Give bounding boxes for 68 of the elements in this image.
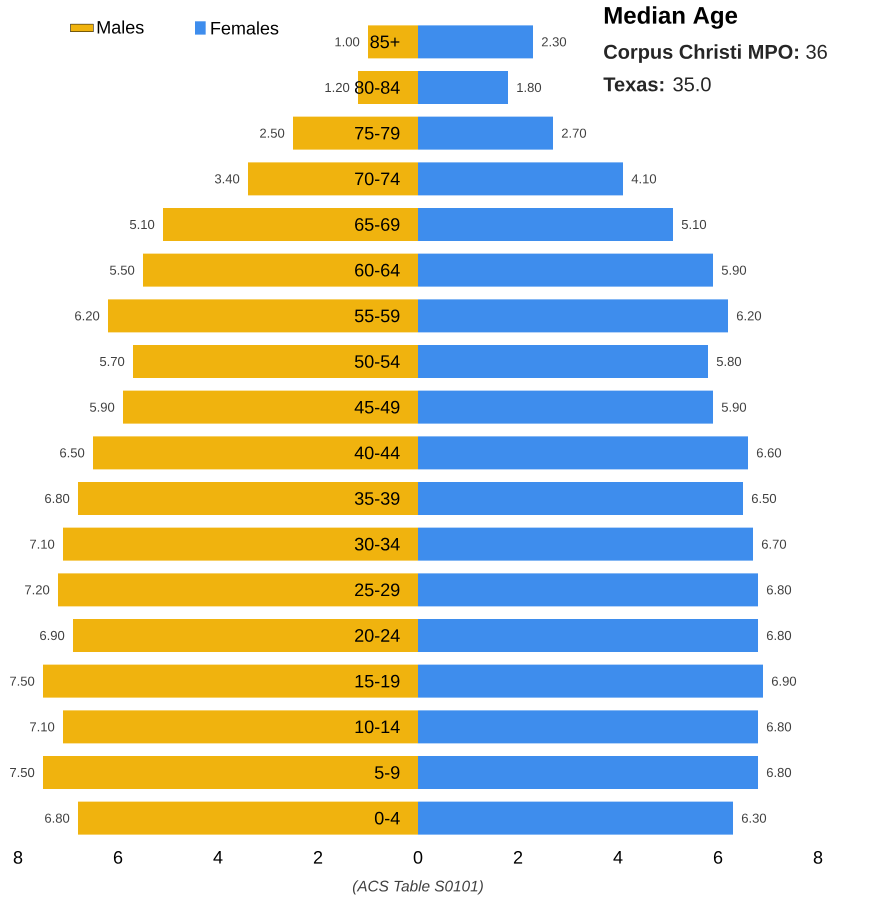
y-tick-label: 55-59 [354,309,400,322]
data-label: 1.00 [335,37,360,46]
x-tick-label: 6 [714,851,722,864]
y-tick-label: 50-54 [354,355,400,368]
data-label: 6.50 [60,448,84,458]
y-tick-label: 40-44 [354,446,400,460]
y-tick-label: 65-69 [355,218,400,231]
chart-title: Median Age [604,6,738,29]
x-tick-label: 2 [514,851,522,864]
data-label: 7.10 [30,540,54,549]
x-tick-label: 8 [14,851,22,864]
data-label: 6.80 [766,768,792,778]
data-label: 7.50 [10,768,34,778]
x-tick-label: 8 [814,851,822,864]
data-label: 5.90 [722,266,746,275]
y-tick-label: 85+ [370,35,400,48]
x-tick-label: 4 [213,851,222,864]
y-tick-label: 0-4 [374,812,400,825]
legend-label: Males [98,20,144,34]
data-label: 6.20 [75,311,100,320]
y-tick-label: 15-19 [356,674,400,688]
y-tick-label: 30-34 [354,538,400,551]
data-label: 6.80 [766,722,792,732]
data-label: 6.60 [756,448,782,458]
legend-label: Females [211,21,278,35]
data-label: 5.50 [110,266,134,275]
text: (ACS Table S0101) [352,880,483,895]
annotation: Texas: 35.0 [604,77,711,92]
data-label: 6.90 [772,676,796,686]
data-label: 7.10 [30,722,54,732]
y-tick-label: 10-14 [356,720,400,734]
data-label: 2.70 [562,128,586,138]
data-label: 6.50 [752,494,776,504]
data-label: 1.80 [517,82,542,92]
x-tick-label: 6 [114,851,122,864]
y-tick-label: 70-74 [355,172,400,186]
data-label: 1.20 [325,82,350,92]
data-label: 6.20 [736,311,762,320]
data-label: 4.10 [632,174,656,184]
data-label: 6.80 [766,585,792,594]
x-tick-label: 0 [414,851,422,864]
data-label: 2.30 [542,37,566,46]
data-label: 6.30 [742,814,766,823]
y-tick-label: 5-9 [374,766,400,779]
y-tick-label: 75-79 [355,126,400,140]
data-label: 6.80 [45,494,70,504]
y-tick-label: 60-64 [355,264,400,277]
y-tick-label: 35-39 [354,492,400,505]
y-tick-label: 20-24 [355,629,400,642]
data-label: 7.20 [25,585,50,594]
data-label: 5.70 [100,356,124,366]
annotation: Corpus Christi MPO: 36 [604,44,827,63]
data-label: 6.90 [40,630,64,640]
data-label: 5.80 [716,356,742,366]
data-label: 5.90 [722,402,746,412]
data-label: 5.10 [682,220,706,230]
data-label: 6.80 [45,814,70,823]
data-label: 3.40 [214,174,240,184]
data-label: 2.50 [260,128,284,138]
x-tick-label: 2 [314,851,322,864]
x-tick-label: 4 [613,851,622,864]
y-tick-label: 25-29 [355,583,400,596]
data-label: 5.90 [90,402,114,412]
data-label: 5.10 [130,220,154,230]
data-label: 6.70 [762,540,786,549]
y-tick-label: 45-49 [354,400,400,414]
data-label: 7.50 [10,676,34,686]
data-label: 6.80 [766,630,792,640]
